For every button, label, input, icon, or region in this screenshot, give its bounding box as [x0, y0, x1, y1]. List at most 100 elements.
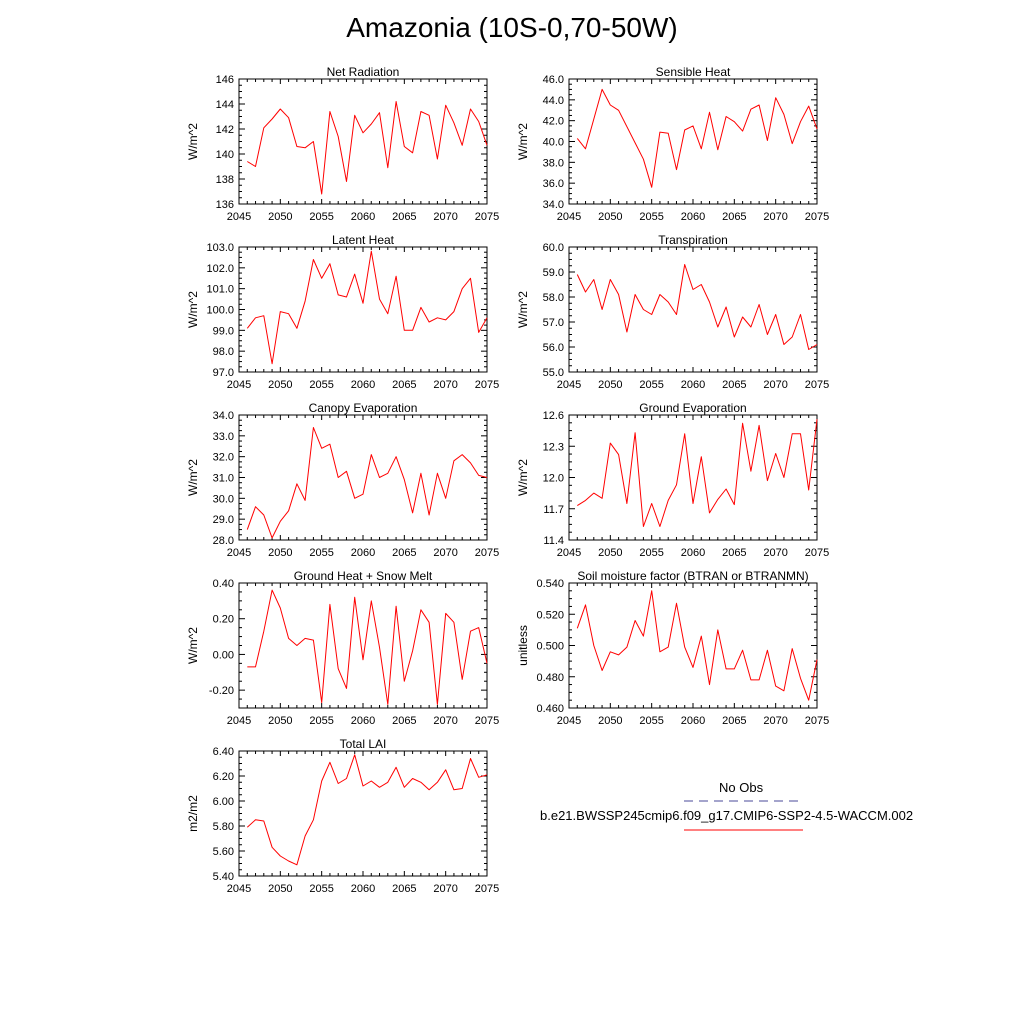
x-tick-label: 2045 [557, 379, 581, 391]
x-tick-label: 2070 [433, 547, 457, 559]
y-tick-label: 60.0 [543, 242, 564, 254]
panel-title: Transpiration [658, 233, 728, 247]
series-line [246, 250, 488, 365]
panel-title: Latent Heat [332, 233, 395, 247]
y-tick-label: 5.60 [213, 846, 234, 858]
y-tick-label: 5.80 [213, 821, 234, 833]
x-tick-label: 2075 [805, 715, 829, 727]
x-tick-label: 2055 [309, 547, 333, 559]
x-tick-label: 2045 [227, 211, 251, 223]
series-line [246, 754, 488, 866]
x-tick-label: 2075 [475, 547, 499, 559]
y-tick-label: 144 [216, 99, 234, 111]
x-tick-label: 2045 [557, 715, 581, 727]
plot-frame [238, 78, 488, 205]
series-line [576, 88, 818, 188]
x-tick-label: 2065 [392, 211, 416, 223]
y-tick-label: 34.0 [213, 410, 234, 422]
x-tick-label: 2075 [805, 547, 829, 559]
x-tick-label: 2060 [681, 715, 705, 727]
x-tick-label: 2075 [475, 379, 499, 391]
y-tick-label: 44.0 [543, 95, 564, 107]
x-tick-label: 2055 [639, 715, 663, 727]
x-tick-label: 2070 [433, 379, 457, 391]
x-tick-label: 2050 [598, 211, 622, 223]
y-tick-label: 5.40 [213, 871, 234, 883]
x-tick-label: 2050 [268, 715, 292, 727]
y-tick-label: 100.0 [206, 305, 234, 317]
x-tick-label: 2060 [681, 211, 705, 223]
y-tick-label: 30.0 [213, 493, 234, 505]
y-axis-label: W/m^2 [186, 627, 200, 664]
x-tick-label: 2065 [722, 379, 746, 391]
y-tick-label: 0.20 [213, 614, 234, 626]
y-tick-label: 97.0 [213, 367, 234, 379]
x-tick-label: 2070 [763, 379, 787, 391]
x-tick-label: 2060 [681, 547, 705, 559]
plot-frame [238, 246, 488, 373]
y-tick-label: 102.0 [206, 263, 234, 275]
y-tick-label: 12.0 [543, 473, 564, 485]
x-tick-label: 2045 [227, 379, 251, 391]
x-tick-label: 2055 [309, 883, 333, 895]
x-tick-label: 2045 [227, 715, 251, 727]
x-tick-label: 2050 [268, 379, 292, 391]
y-tick-label: 58.0 [543, 292, 564, 304]
chart-panel-5: 2045 2050 2055 2060 2065 2070 2075 28.0 29.0 30.0… [186, 401, 499, 559]
x-tick-label: 2045 [227, 883, 251, 895]
y-tick-label: 142 [216, 124, 234, 136]
series-line [576, 590, 818, 701]
plot-frame [568, 582, 818, 709]
x-tick-label: 2050 [268, 211, 292, 223]
y-tick-label: 55.0 [543, 367, 564, 379]
y-tick-label: 6.00 [213, 796, 234, 808]
x-tick-label: 2055 [309, 715, 333, 727]
x-tick-label: 2050 [598, 715, 622, 727]
y-axis-label: W/m^2 [516, 459, 530, 496]
series-line [247, 101, 488, 195]
x-tick-label: 2055 [309, 379, 333, 391]
y-tick-label: 0.00 [213, 649, 234, 661]
x-tick-label: 2045 [557, 211, 581, 223]
y-tick-label: 28.0 [213, 535, 234, 547]
y-tick-label: 98.0 [213, 346, 234, 358]
chart-panel-3: 2045 2050 2055 2060 2065 2070 2075 97.0 98.0 99.0… [186, 233, 499, 391]
panel-title: Canopy Evaporation [309, 401, 418, 415]
y-axis-label: W/m^2 [186, 123, 200, 160]
x-tick-label: 2065 [392, 379, 416, 391]
x-tick-label: 2065 [392, 883, 416, 895]
x-tick-label: 2070 [763, 211, 787, 223]
panel-title: Net Radiation [327, 65, 400, 79]
x-tick-label: 2055 [639, 211, 663, 223]
y-tick-label: -0.20 [209, 685, 234, 697]
x-tick-label: 2060 [351, 211, 375, 223]
y-tick-label: 57.0 [543, 317, 564, 329]
x-tick-label: 2065 [722, 211, 746, 223]
x-tick-label: 2070 [763, 547, 787, 559]
x-tick-label: 2045 [557, 547, 581, 559]
x-tick-label: 2060 [351, 379, 375, 391]
x-tick-label: 2075 [475, 211, 499, 223]
panel-title: Sensible Heat [656, 65, 731, 79]
y-axis-label: m2/m2 [186, 795, 200, 832]
x-tick-label: 2060 [681, 379, 705, 391]
x-tick-label: 2050 [598, 379, 622, 391]
x-tick-label: 2070 [433, 883, 457, 895]
y-tick-label: 0.460 [536, 703, 564, 715]
y-tick-label: 56.0 [543, 342, 564, 354]
chart-panel-7: 2045 2050 2055 2060 2065 2070 2075 -0.20 0.00 0.2… [186, 569, 499, 727]
y-tick-label: 59.0 [543, 267, 564, 279]
x-tick-label: 2055 [309, 211, 333, 223]
panel-title: Total LAI [340, 737, 387, 751]
chart-panel-8: 2045 2050 2055 2060 2065 2070 2075 0.460 0.480 0.… [516, 569, 829, 727]
x-tick-label: 2075 [475, 715, 499, 727]
x-tick-label: 2070 [763, 715, 787, 727]
x-tick-label: 2055 [639, 547, 663, 559]
y-tick-label: 12.3 [543, 441, 564, 453]
y-tick-label: 34.0 [543, 199, 564, 211]
x-tick-label: 2075 [475, 883, 499, 895]
chart-panel-9: 2045 2050 2055 2060 2065 2070 2075 5.40 5.60 5.80… [186, 737, 499, 895]
x-tick-label: 2060 [351, 715, 375, 727]
plot-frame [568, 414, 818, 541]
x-tick-label: 2050 [598, 547, 622, 559]
